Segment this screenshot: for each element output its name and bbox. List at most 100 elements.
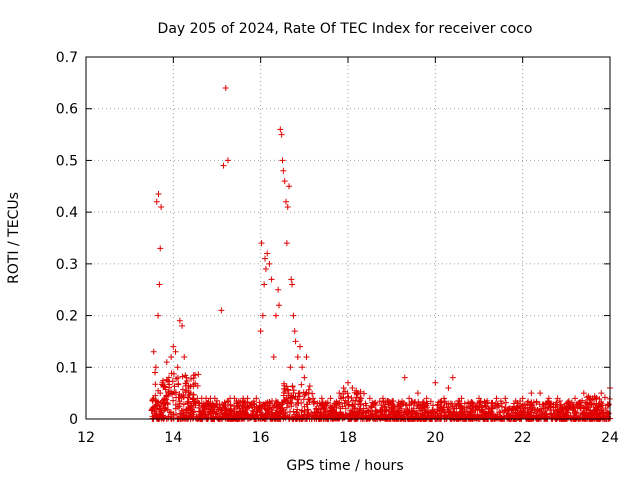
data-point <box>389 404 396 411</box>
data-point <box>163 359 170 366</box>
data-point <box>345 394 352 401</box>
data-point <box>457 405 464 412</box>
data-point <box>200 403 207 410</box>
data-point <box>283 240 290 247</box>
data-point <box>231 405 238 412</box>
data-point <box>188 375 195 382</box>
data-point <box>222 411 229 418</box>
data-point <box>188 406 195 413</box>
data-point <box>493 395 500 402</box>
data-point <box>336 399 343 406</box>
data-point <box>366 395 373 402</box>
data-point <box>334 400 341 407</box>
data-point <box>185 405 192 412</box>
data-point <box>295 393 302 400</box>
data-point <box>481 415 488 422</box>
data-point <box>168 353 175 360</box>
data-point <box>579 397 586 404</box>
data-point <box>449 374 456 381</box>
data-point <box>538 409 545 416</box>
data-point <box>178 407 185 414</box>
data-point <box>556 407 563 414</box>
data-point <box>559 411 566 418</box>
data-point <box>176 403 183 410</box>
data-point <box>190 396 197 403</box>
data-point <box>494 404 501 411</box>
data-point <box>587 407 594 414</box>
data-point <box>186 391 193 398</box>
data-point <box>260 412 267 419</box>
data-point <box>606 401 613 408</box>
data-point <box>249 407 256 414</box>
data-point <box>156 405 163 412</box>
data-point <box>261 281 268 288</box>
data-point <box>152 381 159 388</box>
data-point <box>456 398 463 405</box>
plot-frame <box>85 56 611 420</box>
data-point <box>515 412 522 419</box>
data-point <box>386 398 393 405</box>
data-point <box>175 381 182 388</box>
data-point <box>327 395 334 402</box>
data-point <box>289 281 296 288</box>
data-point <box>548 410 555 417</box>
data-point <box>215 415 222 422</box>
x-tick-label: 14 <box>164 430 182 446</box>
data-point <box>160 383 167 390</box>
data-point <box>287 399 294 406</box>
data-point <box>262 400 269 407</box>
data-point <box>195 415 202 422</box>
data-point <box>156 281 163 288</box>
data-point <box>280 167 287 174</box>
data-point <box>187 412 194 419</box>
data-point <box>588 400 595 407</box>
data-point <box>171 383 178 390</box>
data-point <box>434 402 441 409</box>
data-point <box>293 409 300 416</box>
data-point <box>285 392 292 399</box>
data-point <box>184 400 191 407</box>
data-point <box>157 245 164 252</box>
data-point <box>298 381 305 388</box>
data-point <box>599 410 606 417</box>
data-point <box>419 407 426 414</box>
data-point <box>183 387 190 394</box>
y-tick-label: 0 <box>69 412 78 428</box>
data-point <box>306 397 313 404</box>
data-point <box>298 409 305 416</box>
data-point <box>518 403 525 410</box>
data-point <box>601 394 608 401</box>
x-tick-label: 24 <box>601 430 619 446</box>
data-point <box>306 383 313 390</box>
data-point <box>155 387 162 394</box>
data-point <box>262 255 269 262</box>
data-point <box>279 406 286 413</box>
data-point <box>218 407 225 414</box>
data-point <box>349 397 356 404</box>
data-point <box>369 399 376 406</box>
data-point <box>471 412 478 419</box>
data-point <box>453 405 460 412</box>
data-point <box>181 353 188 360</box>
data-point <box>293 415 300 422</box>
data-point <box>438 399 445 406</box>
data-point <box>148 406 155 413</box>
data-point <box>221 404 228 411</box>
data-point <box>269 398 276 405</box>
data-point <box>413 402 420 409</box>
data-point <box>214 402 221 409</box>
data-point <box>149 404 156 411</box>
data-point <box>272 312 279 319</box>
x-tick-label: 12 <box>77 430 95 446</box>
data-point <box>224 398 231 405</box>
data-point <box>296 343 303 350</box>
data-point <box>267 402 274 409</box>
data-point <box>195 371 202 378</box>
x-tick-label: 20 <box>426 430 444 446</box>
data-point <box>547 407 554 414</box>
data-point <box>224 157 231 164</box>
data-point <box>343 412 350 419</box>
data-point <box>465 399 472 406</box>
grid-lines <box>86 57 610 419</box>
data-point <box>545 399 552 406</box>
